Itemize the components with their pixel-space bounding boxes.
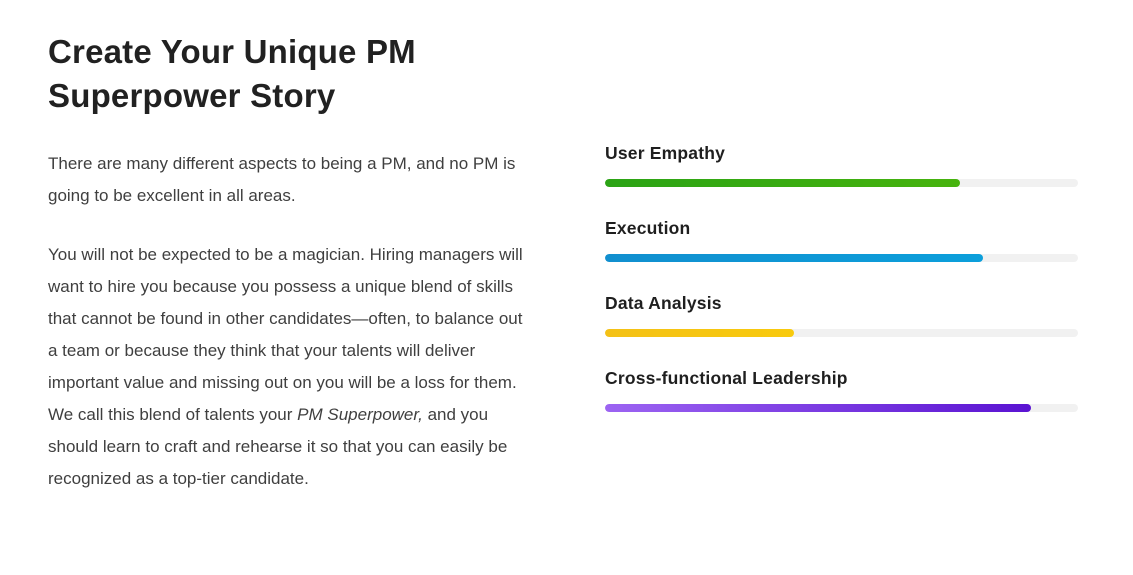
page-title: Create Your Unique PM Superpower Story: [48, 33, 416, 114]
text-column: Create Your Unique PM Superpower Story T…: [48, 30, 528, 522]
body-text-after-italic: and you should learn to craft and rehear…: [48, 405, 508, 489]
skill-bar-fill: [605, 404, 1031, 412]
skill-bar-track: [605, 404, 1078, 412]
skill-bar-fill: [605, 254, 984, 262]
skill-bar-fill: [605, 329, 795, 337]
skill-label: Execution: [605, 218, 691, 238]
skill-item: Data Analysis: [605, 293, 1078, 337]
skills-column: User Empathy Execution Data Analysis Cro…: [605, 30, 1078, 522]
skill-bar-fill: [605, 179, 960, 187]
skill-label: Data Analysis: [605, 293, 722, 313]
skill-item: User Empathy: [605, 143, 1078, 187]
body-text-italic: PM Superpower,: [297, 405, 423, 425]
skill-bar-track: [605, 254, 1078, 262]
page: Create Your Unique PM Superpower Story T…: [48, 30, 1078, 522]
skill-label: Cross-functional Leadership: [605, 368, 848, 388]
body-paragraph: You will not be expected to be a magicia…: [48, 239, 528, 495]
skill-item: Cross-functional Leadership: [605, 368, 1078, 412]
skill-label: User Empathy: [605, 143, 726, 163]
intro-paragraph: There are many different aspects to bein…: [48, 154, 516, 206]
skill-bar-track: [605, 179, 1078, 187]
skill-item: Execution: [605, 218, 1078, 262]
skill-bar-track: [605, 329, 1078, 337]
body-text-before-italic: You will not be expected to be a magicia…: [48, 245, 523, 425]
